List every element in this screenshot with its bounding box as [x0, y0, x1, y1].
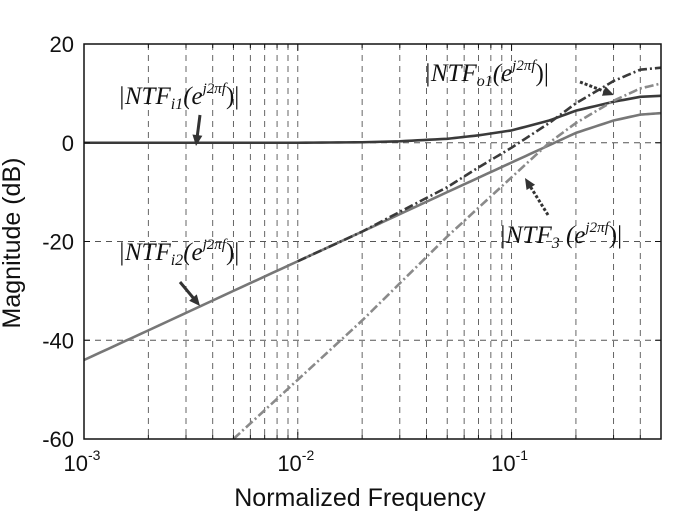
curves — [83, 66, 662, 440]
x-tick-label: 10-3 — [64, 447, 101, 476]
annotation-ntf-i2: |NTFi2(ej2πf)| — [118, 237, 239, 269]
annotation-arrow — [195, 114, 202, 139]
annotation-arrow — [527, 184, 550, 216]
y-tick-label: -60 — [42, 427, 74, 452]
annotation-arrowhead — [601, 86, 614, 96]
y-axis-label: Magnitude (dB) — [0, 158, 26, 329]
annotation-ntf-i1: |NTFi1(ej2πf)| — [118, 81, 239, 113]
curve-ntf-i2 — [83, 111, 662, 362]
axis-ticks — [83, 43, 662, 440]
curve-ntf-o1 — [297, 66, 662, 263]
x-tick-label: 10-1 — [491, 447, 528, 476]
x-tick-label: 10-2 — [277, 447, 314, 476]
annotation-arrowhead — [189, 294, 200, 306]
y-tick-label: 20 — [50, 32, 74, 57]
y-tick-label: -40 — [42, 328, 74, 353]
annotation-ntf-o1: |NTFo1(ej2πf)| — [424, 58, 549, 90]
curve-ntf-3 — [232, 82, 662, 440]
y-tick-label: 0 — [62, 131, 74, 156]
y-tick-label: -20 — [42, 230, 74, 255]
annotation-arrowhead — [192, 134, 203, 146]
annotation-arrowhead — [525, 178, 536, 190]
annotation-arrow — [178, 281, 197, 301]
curve-annotations: |NTFi1(ej2πf)| |NTFo1(ej2πf)| |NTFi2(ej2πf… — [118, 58, 622, 306]
curve-ntf-i1 — [84, 94, 662, 145]
x-axis-label: Normalized Frequency — [234, 484, 486, 512]
annotation-ntf-3: |NTF3 (ej2πf)| — [499, 220, 622, 252]
annotation-arrow — [579, 80, 608, 94]
